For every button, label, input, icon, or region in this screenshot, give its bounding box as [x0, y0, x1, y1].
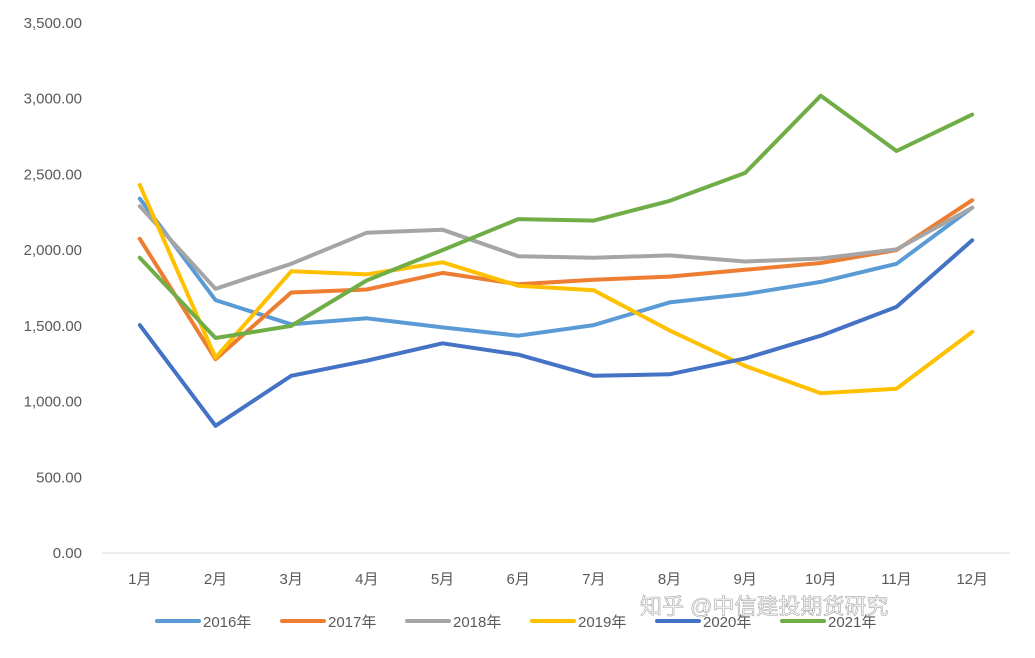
- series-line-2021年: [137, 93, 975, 340]
- x-tick-label: 3月: [279, 571, 302, 588]
- legend-label: 2021年: [828, 614, 876, 631]
- watermark-text: 知乎 @中信建投期货研究: [640, 594, 888, 619]
- x-tick-label: 4月: [355, 571, 378, 588]
- x-tick-label: 8月: [658, 571, 681, 588]
- series-line-2020年: [137, 238, 975, 428]
- x-tick-label: 6月: [506, 571, 529, 588]
- series-line-2018年: [137, 204, 975, 291]
- legend-label: 2016年: [203, 614, 251, 631]
- x-tick-label: 11月: [881, 571, 912, 588]
- x-tick-label: 9月: [733, 571, 756, 588]
- y-tick-label: 2,500.00: [24, 166, 82, 183]
- legend: 2016年 2017年 2018年 2019年 2020年 2021年: [155, 614, 876, 631]
- x-tick-label: 2月: [204, 571, 227, 588]
- legend-label: 2018年: [453, 614, 501, 631]
- series-lines: [137, 93, 975, 428]
- x-tick-label: 12月: [956, 571, 988, 588]
- series-line-2016年: [137, 196, 975, 338]
- y-tick-label: 2,000.00: [24, 242, 82, 259]
- y-tick-label: 500.00: [36, 469, 82, 486]
- y-tick-label: 3,000.00: [24, 91, 82, 108]
- x-tick-label: 5月: [431, 571, 454, 588]
- legend-label: 2019年: [578, 614, 626, 631]
- x-tick-label: 10月: [805, 571, 837, 588]
- y-tick-label: 1,000.00: [24, 394, 82, 411]
- axes: 0.00 500.00 1,000.00 1,500.00 2,000.00 2,500.…: [24, 15, 1010, 588]
- y-tick-label: 0.00: [53, 545, 82, 562]
- legend-label: 2017年: [328, 614, 376, 631]
- x-tick-label: 1月: [128, 571, 151, 588]
- y-tick-label: 1,500.00: [24, 318, 82, 335]
- x-tick-label: 7月: [582, 571, 605, 588]
- legend-label: 2020年: [703, 614, 751, 631]
- series-line-2017年: [137, 198, 975, 362]
- series-line-2019年: [137, 183, 975, 396]
- y-tick-label: 3,500.00: [24, 15, 82, 32]
